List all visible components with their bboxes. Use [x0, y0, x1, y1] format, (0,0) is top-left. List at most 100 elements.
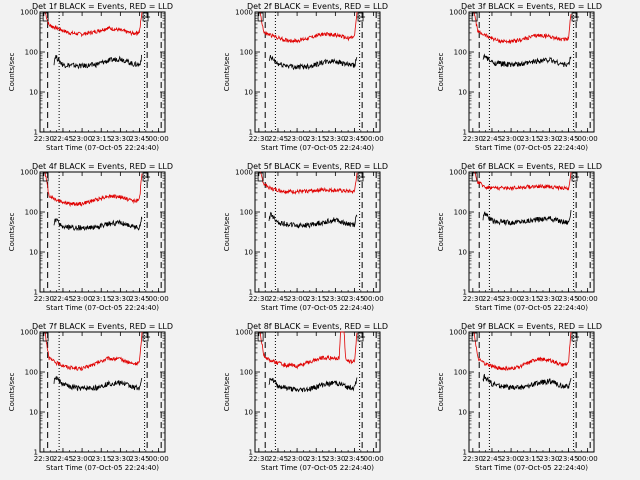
x-tick-label: 23:30	[325, 455, 345, 463]
saturation-marker-start	[257, 332, 264, 342]
saturation-marker-start	[471, 172, 478, 182]
x-tick-label: 23:30	[325, 135, 345, 143]
panel-det-2: Det 2f BLACK = Events, RED = LLD Counts/s…	[223, 2, 388, 152]
panel-title: Det 1f BLACK = Events, RED = LLD	[32, 2, 173, 11]
x-tick-label: 23:15	[520, 455, 540, 463]
series-lld-line	[474, 171, 572, 192]
x-axis-label: Start Time (07-Oct-05 22:24:40)	[261, 464, 374, 472]
x-tick-label: 23:15	[306, 455, 326, 463]
y-tick-label: 100	[240, 49, 253, 57]
panel-det-6: Det 6f BLACK = Events, RED = LLD Counts/s…	[437, 162, 602, 312]
x-tick-label: 23:45	[558, 455, 578, 463]
y-tick-label: 10	[244, 89, 253, 97]
y-axis-label: Counts/sec	[8, 373, 16, 412]
series-lld-line	[473, 11, 572, 44]
x-axis-label: Start Time (07-Oct-05 22:24:40)	[475, 464, 588, 472]
panel-title: Det 2f BLACK = Events, RED = LLD	[247, 2, 388, 11]
y-tick-label: 1000	[449, 169, 467, 177]
x-tick-label: 23:45	[558, 135, 578, 143]
y-tick-label: 10	[29, 409, 38, 417]
series-events-line	[482, 209, 572, 227]
plot-frame	[468, 331, 595, 453]
x-tick-label: 22:45	[53, 295, 73, 303]
series-events-line	[53, 216, 143, 232]
x-tick-label: 22:45	[482, 455, 502, 463]
saturation-marker-start	[257, 12, 264, 22]
x-tick-label: 00:00	[364, 295, 384, 303]
series-events-line	[482, 373, 572, 390]
x-tick-label: 00:00	[578, 135, 598, 143]
x-tick-label: 22:45	[268, 295, 288, 303]
y-tick-label: 10	[29, 249, 38, 257]
series-lld-line	[260, 171, 358, 195]
series-events-line	[268, 211, 358, 229]
x-tick-label: 00:00	[364, 135, 384, 143]
x-tick-label: 23:30	[539, 455, 559, 463]
saturation-marker-start	[471, 12, 478, 22]
x-axis-label: Start Time (07-Oct-05 22:24:40)	[46, 464, 159, 472]
x-tick-label: 23:15	[91, 295, 111, 303]
plot-frame	[39, 171, 166, 293]
y-tick-label: 1	[463, 129, 467, 137]
x-tick-label: 23:30	[539, 135, 559, 143]
x-tick-label: 22:45	[268, 455, 288, 463]
series-lld-line	[44, 331, 143, 372]
y-tick-label: 1	[34, 289, 38, 297]
saturation-marker-start	[471, 332, 478, 342]
x-tick-label: 23:15	[520, 295, 540, 303]
y-tick-label: 1000	[20, 169, 38, 177]
x-tick-label: 23:00	[501, 455, 521, 463]
x-axis-label: Start Time (07-Oct-05 22:24:40)	[261, 304, 374, 312]
series-lld-line	[44, 11, 143, 38]
x-tick-label: 23:00	[287, 295, 307, 303]
x-axis-label: Start Time (07-Oct-05 22:24:40)	[261, 144, 374, 152]
y-tick-label: 100	[25, 209, 38, 217]
plot-frame	[39, 331, 166, 453]
panel-det-9: Det 9f BLACK = Events, RED = LLD Counts/s…	[437, 322, 602, 472]
x-tick-label: 22:30	[34, 295, 54, 303]
x-tick-label: 23:30	[110, 295, 130, 303]
y-tick-label: 1	[34, 449, 38, 457]
y-tick-label: 10	[29, 89, 38, 97]
y-tick-label: 10	[458, 409, 467, 417]
y-tick-label: 1000	[20, 9, 38, 17]
y-tick-label: 1000	[235, 329, 253, 337]
x-tick-label: 23:45	[129, 295, 149, 303]
x-tick-label: 23:30	[110, 135, 130, 143]
x-tick-label: 22:30	[463, 455, 483, 463]
x-tick-label: 23:00	[501, 295, 521, 303]
x-tick-label: 22:30	[249, 455, 269, 463]
y-tick-label: 10	[458, 89, 467, 97]
panel-title: Det 9f BLACK = Events, RED = LLD	[461, 322, 602, 331]
x-tick-label: 00:00	[149, 135, 169, 143]
series-events-line	[53, 375, 143, 392]
series-events-line	[53, 54, 143, 70]
y-tick-label: 100	[454, 49, 467, 57]
x-tick-label: 22:45	[482, 135, 502, 143]
x-tick-label: 23:15	[91, 455, 111, 463]
series-lld-line	[259, 11, 358, 44]
y-axis-label: Counts/sec	[8, 53, 16, 92]
x-tick-label: 22:30	[463, 295, 483, 303]
panel-title: Det 6f BLACK = Events, RED = LLD	[461, 162, 602, 171]
y-tick-label: 1000	[20, 329, 38, 337]
x-axis-label: Start Time (07-Oct-05 22:24:40)	[46, 304, 159, 312]
x-tick-label: 23:30	[325, 295, 345, 303]
y-axis-label: Counts/sec	[8, 213, 16, 252]
y-axis-label: Counts/sec	[223, 213, 231, 252]
y-tick-label: 100	[454, 369, 467, 377]
y-axis-label: Counts/sec	[437, 53, 445, 92]
x-tick-label: 23:30	[539, 295, 559, 303]
y-tick-label: 1	[249, 449, 253, 457]
plot-frame	[254, 11, 381, 133]
panel-det-5: Det 5f BLACK = Events, RED = LLD Counts/s…	[223, 162, 388, 312]
x-tick-label: 23:45	[129, 135, 149, 143]
panel-det-1: Det 1f BLACK = Events, RED = LLD Counts/s…	[8, 2, 173, 152]
x-tick-label: 23:00	[287, 135, 307, 143]
y-tick-label: 100	[240, 369, 253, 377]
y-tick-label: 1	[249, 289, 253, 297]
x-tick-label: 23:00	[287, 455, 307, 463]
panel-det-7: Det 7f BLACK = Events, RED = LLD Counts/s…	[8, 322, 173, 472]
series-lld-line	[259, 331, 358, 370]
